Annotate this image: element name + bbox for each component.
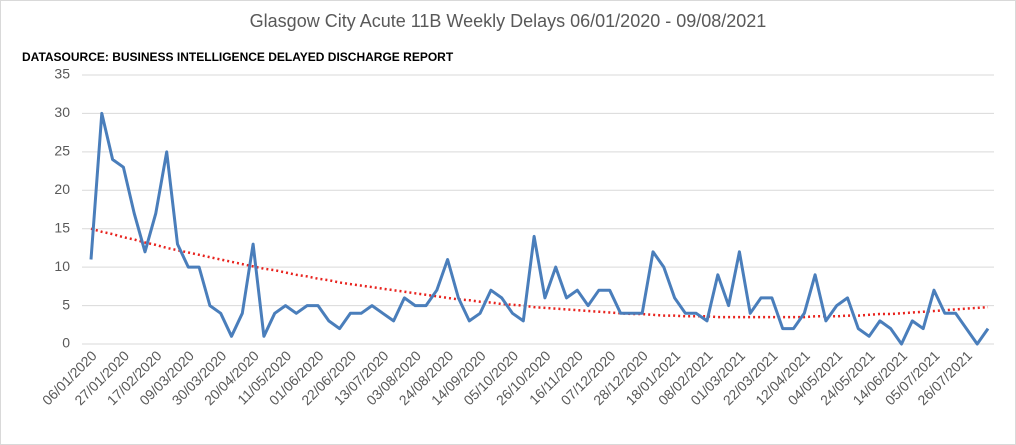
y-tick-label: 35 [54, 66, 70, 82]
y-tick-label: 0 [62, 335, 70, 351]
data-line [89, 111, 990, 346]
chart-subtitle: DATASOURCE: BUSINESS INTELLIGENCE DELAYE… [22, 50, 454, 64]
y-tick-label: 25 [54, 143, 70, 159]
chart-title: Glasgow City Acute 11B Weekly Delays 06/… [250, 11, 767, 31]
y-tick-label: 5 [62, 296, 70, 312]
trend-line [90, 227, 989, 319]
y-tick-label: 30 [54, 104, 70, 120]
y-tick-label: 10 [54, 258, 70, 274]
y-tick-label: 20 [54, 181, 70, 197]
y-tick-label: 15 [54, 219, 70, 235]
